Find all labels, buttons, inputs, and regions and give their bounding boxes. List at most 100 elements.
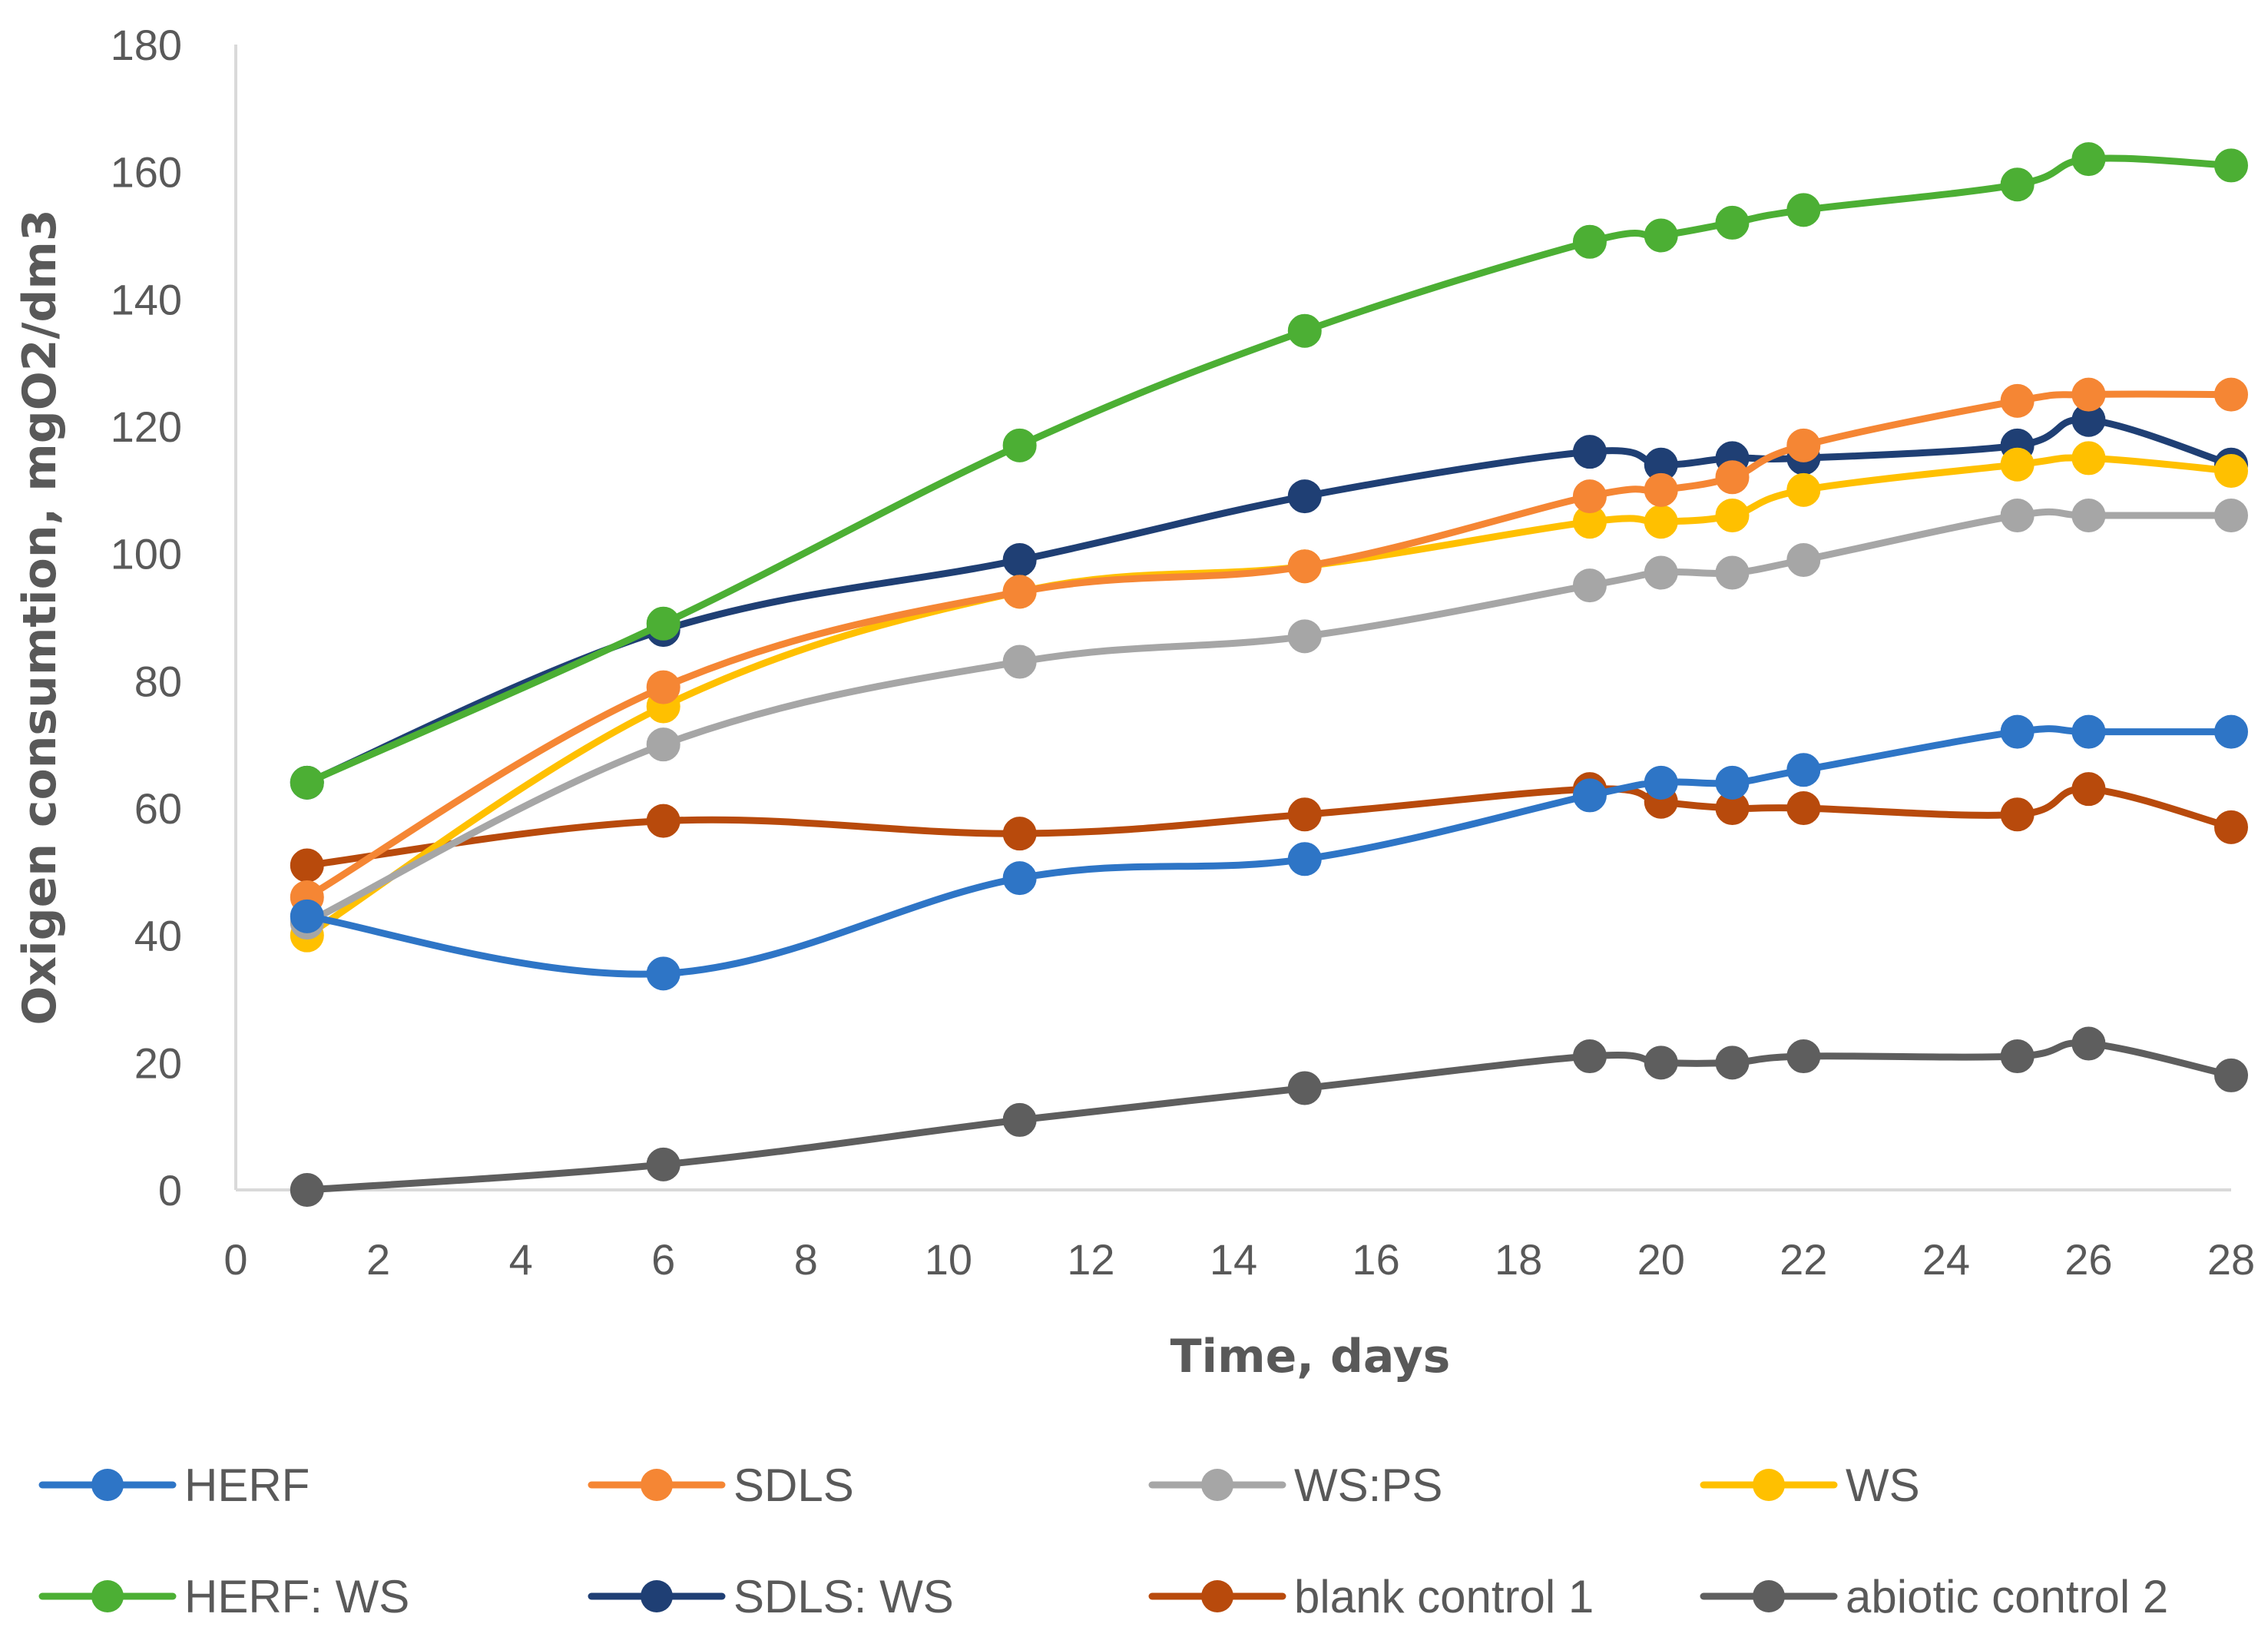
legend-item-sdls: SDLS (588, 1460, 854, 1511)
data-point (290, 1173, 324, 1207)
data-point (1287, 842, 1322, 876)
data-point (2071, 377, 2106, 412)
x-tick-label: 14 (1210, 1235, 1257, 1284)
data-point (1644, 505, 1678, 539)
legend-swatch-marker (91, 1469, 124, 1501)
y-tick-label: 160 (111, 148, 182, 197)
legend-label: WS (1846, 1460, 1920, 1511)
x-tick-label: 0 (223, 1235, 247, 1284)
legend-label: HERF (184, 1460, 310, 1511)
legend-label: SDLS (733, 1460, 854, 1511)
data-point (1572, 224, 1607, 259)
y-tick-label: 0 (158, 1166, 182, 1214)
data-point (290, 899, 324, 933)
legend: HERF SDLS WS:PS WS HERF: WS SDLS: WS blank con… (38, 1460, 2168, 1622)
legend-swatch-marker (91, 1580, 124, 1612)
data-point (2000, 167, 2035, 202)
data-point (1002, 645, 1037, 679)
data-point (2214, 148, 2248, 183)
legend-swatch-marker (641, 1580, 673, 1612)
data-point (1715, 1045, 1750, 1080)
data-point (2214, 714, 2248, 749)
x-tick-label: 2 (366, 1235, 390, 1284)
axes (234, 45, 2231, 1191)
data-point (1572, 435, 1607, 469)
y-tick-label: 60 (134, 784, 182, 833)
data-point (1644, 472, 1678, 507)
data-point (2000, 714, 2035, 749)
x-tick-label: 22 (1780, 1235, 1827, 1284)
data-point (646, 1147, 680, 1181)
data-point (1786, 1039, 1821, 1074)
x-axis-title: Time, days (1170, 1330, 1451, 1383)
series-herf-ws (290, 142, 2248, 800)
series-herf (290, 714, 2248, 991)
data-point (2071, 772, 2106, 807)
data-point (1715, 205, 1750, 240)
data-point (1287, 479, 1322, 514)
data-point (290, 848, 324, 883)
data-point (646, 956, 680, 991)
legend-swatch-marker (1201, 1469, 1233, 1501)
data-point (1786, 753, 1821, 787)
data-point (1644, 765, 1678, 800)
series-sdls (290, 377, 2248, 914)
data-point (1786, 428, 1821, 462)
series-line-abiotic-control-2 (303, 1039, 2235, 1194)
data-point (2214, 1058, 2248, 1092)
data-point (1572, 479, 1607, 514)
series-abiotic-control-2 (290, 1026, 2248, 1207)
data-point (2214, 810, 2248, 844)
data-point (2000, 1039, 2035, 1074)
data-point (1287, 549, 1322, 584)
data-point (1002, 861, 1037, 896)
data-point (1002, 1102, 1037, 1137)
data-point (1644, 555, 1678, 590)
data-point (2071, 498, 2106, 532)
x-tick-label: 20 (1637, 1235, 1685, 1284)
x-tick-label: 12 (1067, 1235, 1114, 1284)
data-point (2071, 1026, 2106, 1061)
x-tick-label: 10 (925, 1235, 972, 1284)
x-tick-label: 4 (509, 1235, 533, 1284)
data-point (1786, 791, 1821, 825)
x-tick-label: 24 (1922, 1235, 1970, 1284)
data-point (1572, 568, 1607, 603)
x-tick-label: 16 (1352, 1235, 1399, 1284)
y-tick-label: 80 (134, 657, 182, 705)
data-point (2000, 498, 2035, 532)
legend-swatch-marker (1753, 1469, 1785, 1501)
legend-item-sdls-ws: SDLS: WS (588, 1571, 954, 1622)
x-tick-label: 18 (1495, 1235, 1542, 1284)
legend-item-herf: HERF (38, 1460, 310, 1511)
series-layer (290, 142, 2248, 1207)
data-point (1287, 797, 1322, 832)
legend-item-ws-ps: WS:PS (1148, 1460, 1442, 1511)
data-point (1287, 1071, 1322, 1105)
data-point (1287, 313, 1322, 348)
data-point (1002, 575, 1037, 609)
data-point (1002, 428, 1037, 462)
data-point (2000, 447, 2035, 482)
x-tick-labels: 0 2 4 6 8 10 12 14 16 18 20 22 24 26 28 (223, 1235, 2255, 1284)
y-tick-label: 100 (111, 530, 182, 578)
x-tick-label: 26 (2064, 1235, 2112, 1284)
data-point (1644, 1045, 1678, 1080)
data-point (1786, 542, 1821, 577)
data-point (1715, 765, 1750, 800)
y-tick-labels: 0 20 40 60 80 100 120 140 160 180 (111, 21, 182, 1214)
legend-item-blank-control-1: blank control 1 (1148, 1571, 1594, 1622)
data-point (1002, 817, 1037, 851)
legend-label: blank control 1 (1294, 1571, 1594, 1622)
data-point (646, 727, 680, 762)
data-point (1572, 1039, 1607, 1074)
y-tick-label: 180 (111, 21, 182, 69)
data-point (1002, 542, 1037, 577)
data-point (2000, 383, 2035, 418)
y-tick-label: 120 (111, 403, 182, 451)
legend-label: abiotic control 2 (1846, 1571, 2168, 1622)
y-tick-label: 20 (134, 1039, 182, 1087)
data-point (2214, 498, 2248, 532)
series-ws-ps (290, 498, 2248, 940)
